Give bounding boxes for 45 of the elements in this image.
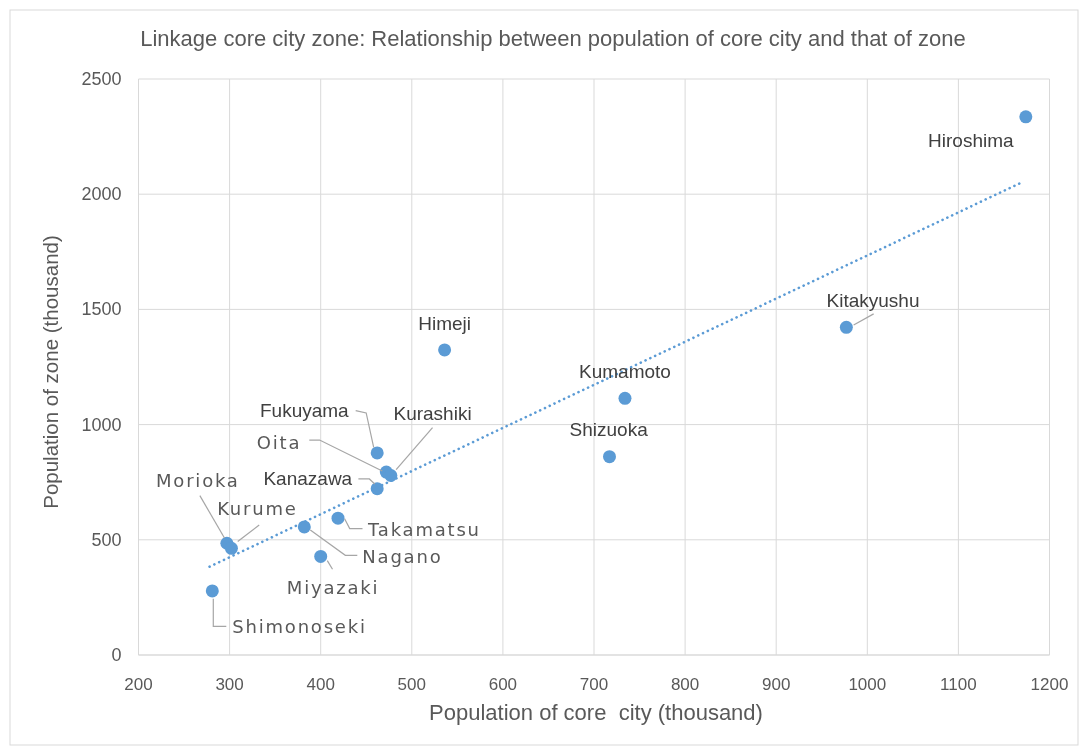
x-tick-label: 900 — [762, 674, 791, 694]
annotation: Morioka — [156, 469, 240, 491]
y-tick-label: 2500 — [81, 69, 122, 89]
annotation: Fukuyama — [259, 400, 350, 422]
annotation: Takamatsu — [367, 518, 481, 540]
point — [438, 343, 452, 357]
point — [314, 549, 328, 563]
point — [602, 450, 616, 464]
x-tick-label: 300 — [215, 674, 244, 694]
x-axis-title: Population of core city (thousand) — [429, 699, 763, 725]
point — [384, 469, 398, 483]
chart-title: Linkage core city zone: Relationship between population of core city and that of zone — [140, 25, 966, 51]
point — [839, 320, 853, 334]
x-tick-label: 600 — [488, 674, 518, 694]
annotation: Nagano — [362, 545, 443, 567]
annotation: Kanazawa — [263, 468, 353, 490]
point — [618, 391, 632, 405]
x-tick-label: 200 — [124, 674, 153, 694]
x-tick-label: 1000 — [848, 674, 887, 694]
y-axis-title: Population of zone (thousand) — [38, 235, 62, 509]
x-tick-label: 700 — [579, 674, 609, 694]
point — [205, 584, 219, 598]
x-tick-label: 500 — [397, 674, 426, 694]
x-tick-label: 800 — [670, 674, 700, 694]
annotation: Kurume — [217, 498, 298, 520]
x-tick-label: 400 — [306, 674, 335, 694]
y-tick-label: 500 — [91, 529, 122, 550]
annotation: Kurashiki — [393, 403, 472, 425]
annotation: Kitakyushu — [826, 290, 920, 312]
x-tick-label: 1100 — [940, 674, 977, 694]
y-tick-label: 1500 — [81, 299, 122, 320]
y-tick-label: 1000 — [81, 414, 122, 435]
annotation: Oita — [256, 432, 302, 454]
annotation: Miyazaki — [286, 577, 380, 599]
annotation: Hiroshima — [928, 130, 1014, 152]
y-tick-label: 0 — [111, 645, 122, 665]
annotation: Shizuoka — [569, 418, 649, 440]
point — [331, 511, 345, 525]
point — [1019, 110, 1033, 124]
annotation: Shimonoseki — [232, 615, 367, 637]
y-tick-label: 2000 — [81, 184, 122, 205]
point — [224, 541, 238, 555]
annotation: Himeji — [418, 312, 471, 334]
point — [370, 446, 384, 460]
x-tick-label: 1200 — [1030, 674, 1069, 694]
